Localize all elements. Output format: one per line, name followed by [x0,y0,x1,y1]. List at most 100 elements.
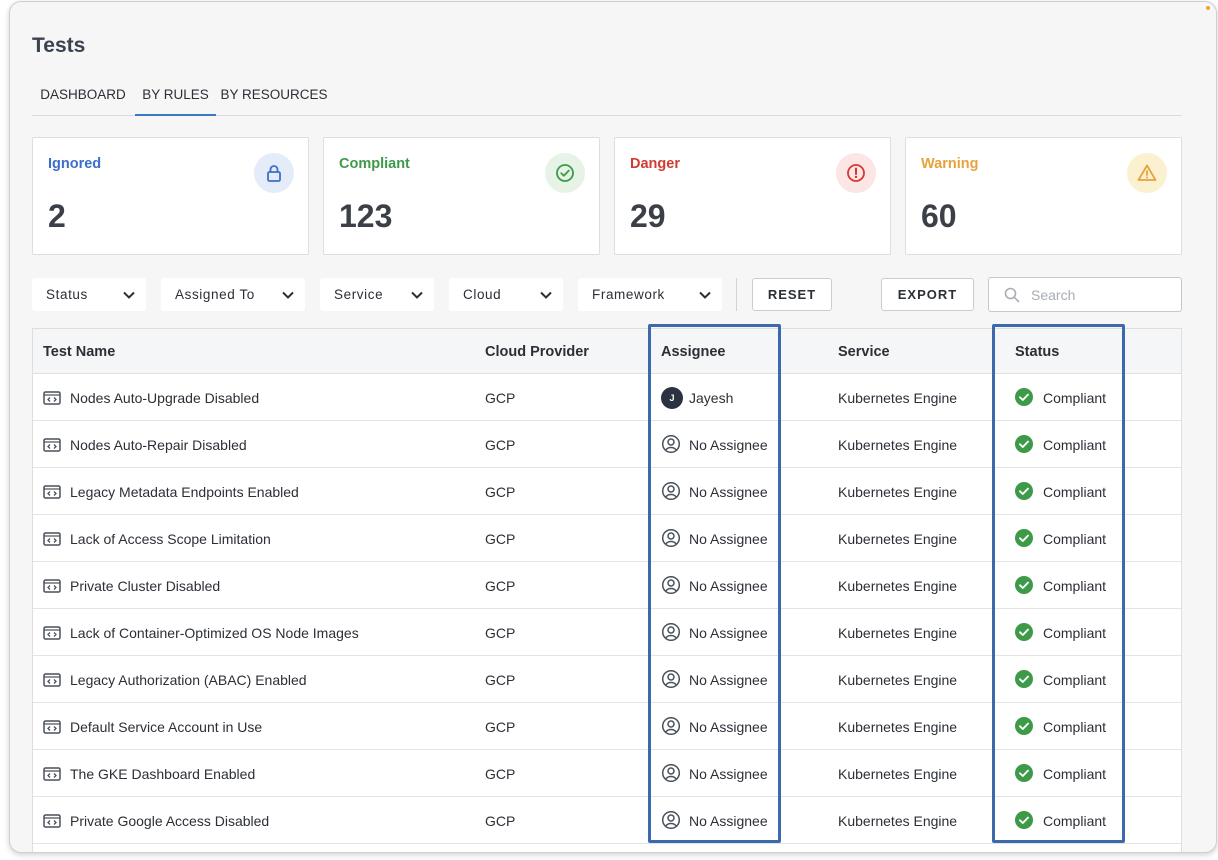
service: Kubernetes Engine [838,578,958,594]
search-input[interactable] [1031,285,1171,305]
chevron-down-icon [282,291,294,299]
page-title: Tests [32,34,86,57]
status: Compliant [1043,484,1107,500]
check-circle-icon [1015,576,1033,594]
filter-service[interactable]: Service [320,278,434,311]
card-compliant[interactable]: Compliant 123 [323,137,600,255]
assignee[interactable]: No Assignee [689,625,768,641]
tab-dashboard[interactable]: DASHBOARD [40,87,126,102]
assignee[interactable]: Jayesh [689,390,734,406]
code-icon [43,438,61,452]
check-circle-icon [1015,435,1033,453]
table-row[interactable]: Default Service Account in Use GCP No As… [33,703,1181,750]
column-header-status[interactable]: Status [1015,344,1060,360]
table-row[interactable]: Nodes Auto-Upgrade Disabled GCP J Jayesh… [33,374,1181,421]
service: Kubernetes Engine [838,625,958,641]
card-warning[interactable]: Warning 60 [905,137,1182,255]
card-count: 2 [48,198,66,234]
check-circle-icon [1015,670,1033,688]
tab-by-resources[interactable]: BY RESOURCES [220,87,328,102]
chevron-down-icon [540,291,552,299]
cloud-provider: GCP [485,813,516,829]
service: Kubernetes Engine [838,719,958,735]
column-header-assignee[interactable]: Assignee [661,344,726,360]
test-name[interactable]: Private Cluster Disabled [70,578,221,594]
assignee[interactable]: No Assignee [689,672,768,688]
table-row[interactable]: The GKE Dashboard Enabled GCP No Assigne… [33,750,1181,797]
card-danger[interactable]: Danger 29 [614,137,891,255]
status: Compliant [1043,672,1107,688]
card-ignored[interactable]: Ignored 2 [32,137,309,255]
user-circle-icon [661,434,681,454]
test-name[interactable]: Nodes Auto-Upgrade Disabled [70,390,260,406]
status: Compliant [1043,437,1107,453]
filter-framework[interactable]: Framework [578,278,722,311]
user-circle-icon [661,810,681,830]
test-name[interactable]: Default Service Account in Use [70,719,263,735]
test-name[interactable]: Legacy Metadata Endpoints Enabled [70,484,299,500]
user-circle-icon [661,622,681,642]
service: Kubernetes Engine [838,437,958,453]
card-label: Ignored [48,156,102,172]
filter-status[interactable]: Status [32,278,146,311]
assignee[interactable]: No Assignee [689,813,768,829]
export-button[interactable]: EXPORT [881,278,974,311]
search-icon [1004,287,1020,303]
test-name[interactable]: Lack of Container-Optimized OS Node Imag… [70,625,359,641]
cloud-provider: GCP [485,484,516,500]
user-circle-icon [661,575,681,595]
check-circle-icon [1015,811,1033,829]
card-count: 123 [339,198,393,234]
table-row[interactable]: Lack of Access Scope Limitation GCP No A… [33,515,1181,562]
code-icon [43,673,61,687]
cloud-provider: GCP [485,437,516,453]
table-row[interactable]: Nodes Auto-Repair Disabled GCP No Assign… [33,421,1181,468]
check-circle-icon [1015,482,1033,500]
check-circle-icon [1015,529,1033,547]
table-row[interactable]: Legacy Authorization (ABAC) Enabled GCP … [33,656,1181,703]
test-name[interactable]: Lack of Access Scope Limitation [70,531,271,547]
assignee[interactable]: No Assignee [689,437,768,453]
card-count: 29 [630,198,666,234]
avatar: J [661,387,683,409]
table-row[interactable]: Legacy Metadata Endpoints Enabled GCP No… [33,468,1181,515]
chevron-down-icon [699,291,711,299]
test-name[interactable]: Private Google Access Disabled [70,813,270,829]
assignee[interactable]: No Assignee [689,719,768,735]
card-count: 60 [921,198,957,234]
assignee[interactable]: No Assignee [689,531,768,547]
code-icon [43,814,61,828]
filter-assigned-to[interactable]: Assigned To [161,278,305,311]
cloud-provider: GCP [485,719,516,735]
status: Compliant [1043,390,1107,406]
table-row[interactable]: Lack of Container-Optimized OS Node Imag… [33,609,1181,656]
column-header-test-name[interactable]: Test Name [43,344,116,360]
reset-button[interactable]: RESET [752,278,832,311]
tab-by-rules[interactable]: BY RULES [135,84,216,116]
assignee[interactable]: No Assignee [689,766,768,782]
filter-label: Assigned To [175,287,255,302]
service: Kubernetes Engine [838,531,958,547]
chevron-down-icon [411,291,423,299]
user-circle-icon [661,528,681,548]
filter-label: Framework [592,287,665,302]
status-column-highlight [992,324,1125,843]
test-name[interactable]: The GKE Dashboard Enabled [70,766,256,782]
assignee[interactable]: No Assignee [689,578,768,594]
warning-triangle-icon [1127,153,1167,193]
check-circle-icon [545,153,585,193]
table-row[interactable]: Private Google Access Disabled GCP No As… [33,797,1181,844]
status: Compliant [1043,531,1107,547]
assignee[interactable]: No Assignee [689,484,768,500]
column-header-service[interactable]: Service [838,344,890,360]
table-row[interactable]: Private Cluster Disabled GCP No Assignee… [33,562,1181,609]
user-circle-icon [661,716,681,736]
user-circle-icon [661,481,681,501]
test-name[interactable]: Legacy Authorization (ABAC) Enabled [70,672,307,688]
filter-cloud[interactable]: Cloud [449,278,563,311]
card-label: Warning [921,156,979,172]
cloud-provider: GCP [485,766,516,782]
test-name[interactable]: Nodes Auto-Repair Disabled [70,437,247,453]
code-icon [43,485,61,499]
column-header-cloud-provider[interactable]: Cloud Provider [485,344,589,360]
